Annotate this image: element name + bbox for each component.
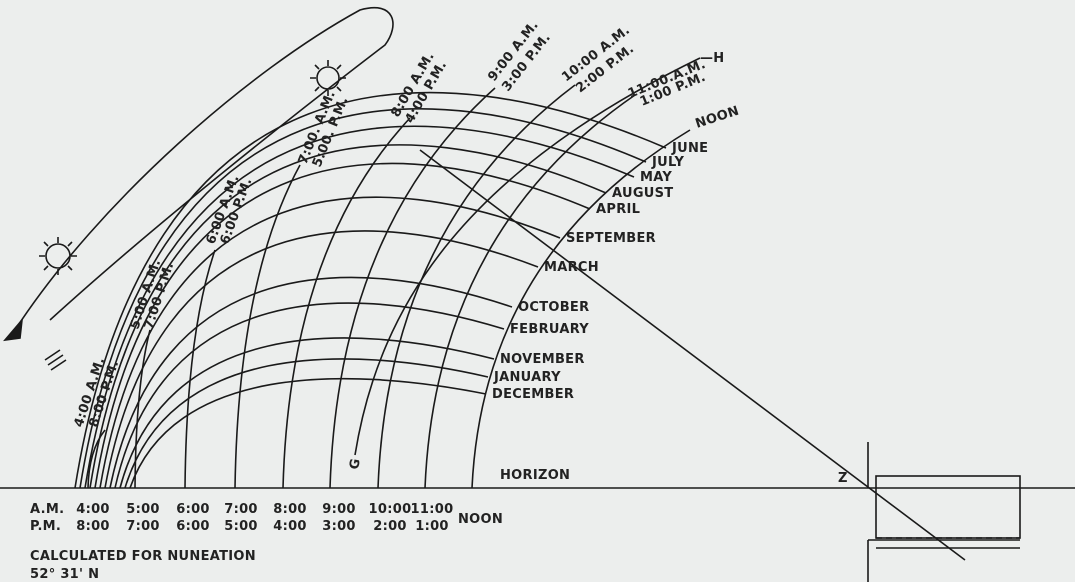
noon-scale-label: NOON [458,512,503,527]
month-label: SEPTEMBER [566,231,656,246]
sun-icon [310,60,346,96]
building [867,442,1021,582]
month-label: JUNE [671,141,708,156]
month-label: AUGUST [612,186,673,201]
month-label: APRIL [596,202,640,217]
month-label: JANUARY [493,370,561,385]
month-label: JULY [651,155,685,170]
month-arc [124,358,489,489]
scale-pm: 6:00 [176,519,210,534]
caption-line: CALCULATED FOR NUNEATION [30,549,256,564]
month-arc [89,144,607,489]
scale-pm: 4:00 [273,519,307,534]
marker-g: G [347,457,364,470]
month-label: FEBRUARY [510,322,589,337]
sun-icon [39,237,77,275]
scale-am: 5:00 [126,502,160,517]
month-arc [129,377,487,489]
scale-am: 4:00 [76,502,110,517]
am-label: A.M. [30,502,64,517]
scale-pm: 2:00 [373,519,407,534]
month-arc [74,91,667,489]
hour-line [282,117,411,489]
month-label: DECEMBER [492,387,574,402]
month-label: MARCH [544,260,599,275]
scale-am: 11:00 [411,502,454,517]
scale-am: 9:00 [322,502,356,517]
hour-line [471,129,691,489]
scale-pm: 8:00 [76,519,110,534]
hour-line [377,84,576,489]
month-arc [104,230,539,489]
month-label: NOVEMBER [500,352,585,367]
pm-label: P.M. [30,519,61,534]
month-arc [119,337,495,489]
scale-am: 7:00 [224,502,258,517]
month-arc [99,196,561,489]
scale-am: 10:00 [369,502,412,517]
month-arc [114,302,505,489]
marker-h: —H [700,51,724,66]
scale-pm: 1:00 [415,519,449,534]
caption-line: 52° 31' N [30,567,99,582]
scale-pm: 7:00 [126,519,160,534]
marker-z: Z [838,471,848,486]
month-arc [94,162,591,489]
hour-line [424,94,636,489]
hour-line [184,249,216,489]
sight-line [419,149,966,561]
scale-am: 6:00 [176,502,210,517]
hour-line [87,429,106,489]
scale-pm: 5:00 [224,519,258,534]
hour-line [134,329,151,489]
month-arc [79,108,647,489]
sun-path-loop [14,7,394,331]
scale-pm: 3:00 [322,519,356,534]
month-label: OCTOBER [518,300,589,315]
arrow-head [3,317,24,342]
hour-line [329,87,496,489]
hour-line [234,164,301,489]
horizon-label: HORIZON [500,468,570,483]
hatch [44,349,67,371]
scale-am: 8:00 [273,502,307,517]
month-label: MAY [640,170,672,185]
month-arc [84,125,635,489]
